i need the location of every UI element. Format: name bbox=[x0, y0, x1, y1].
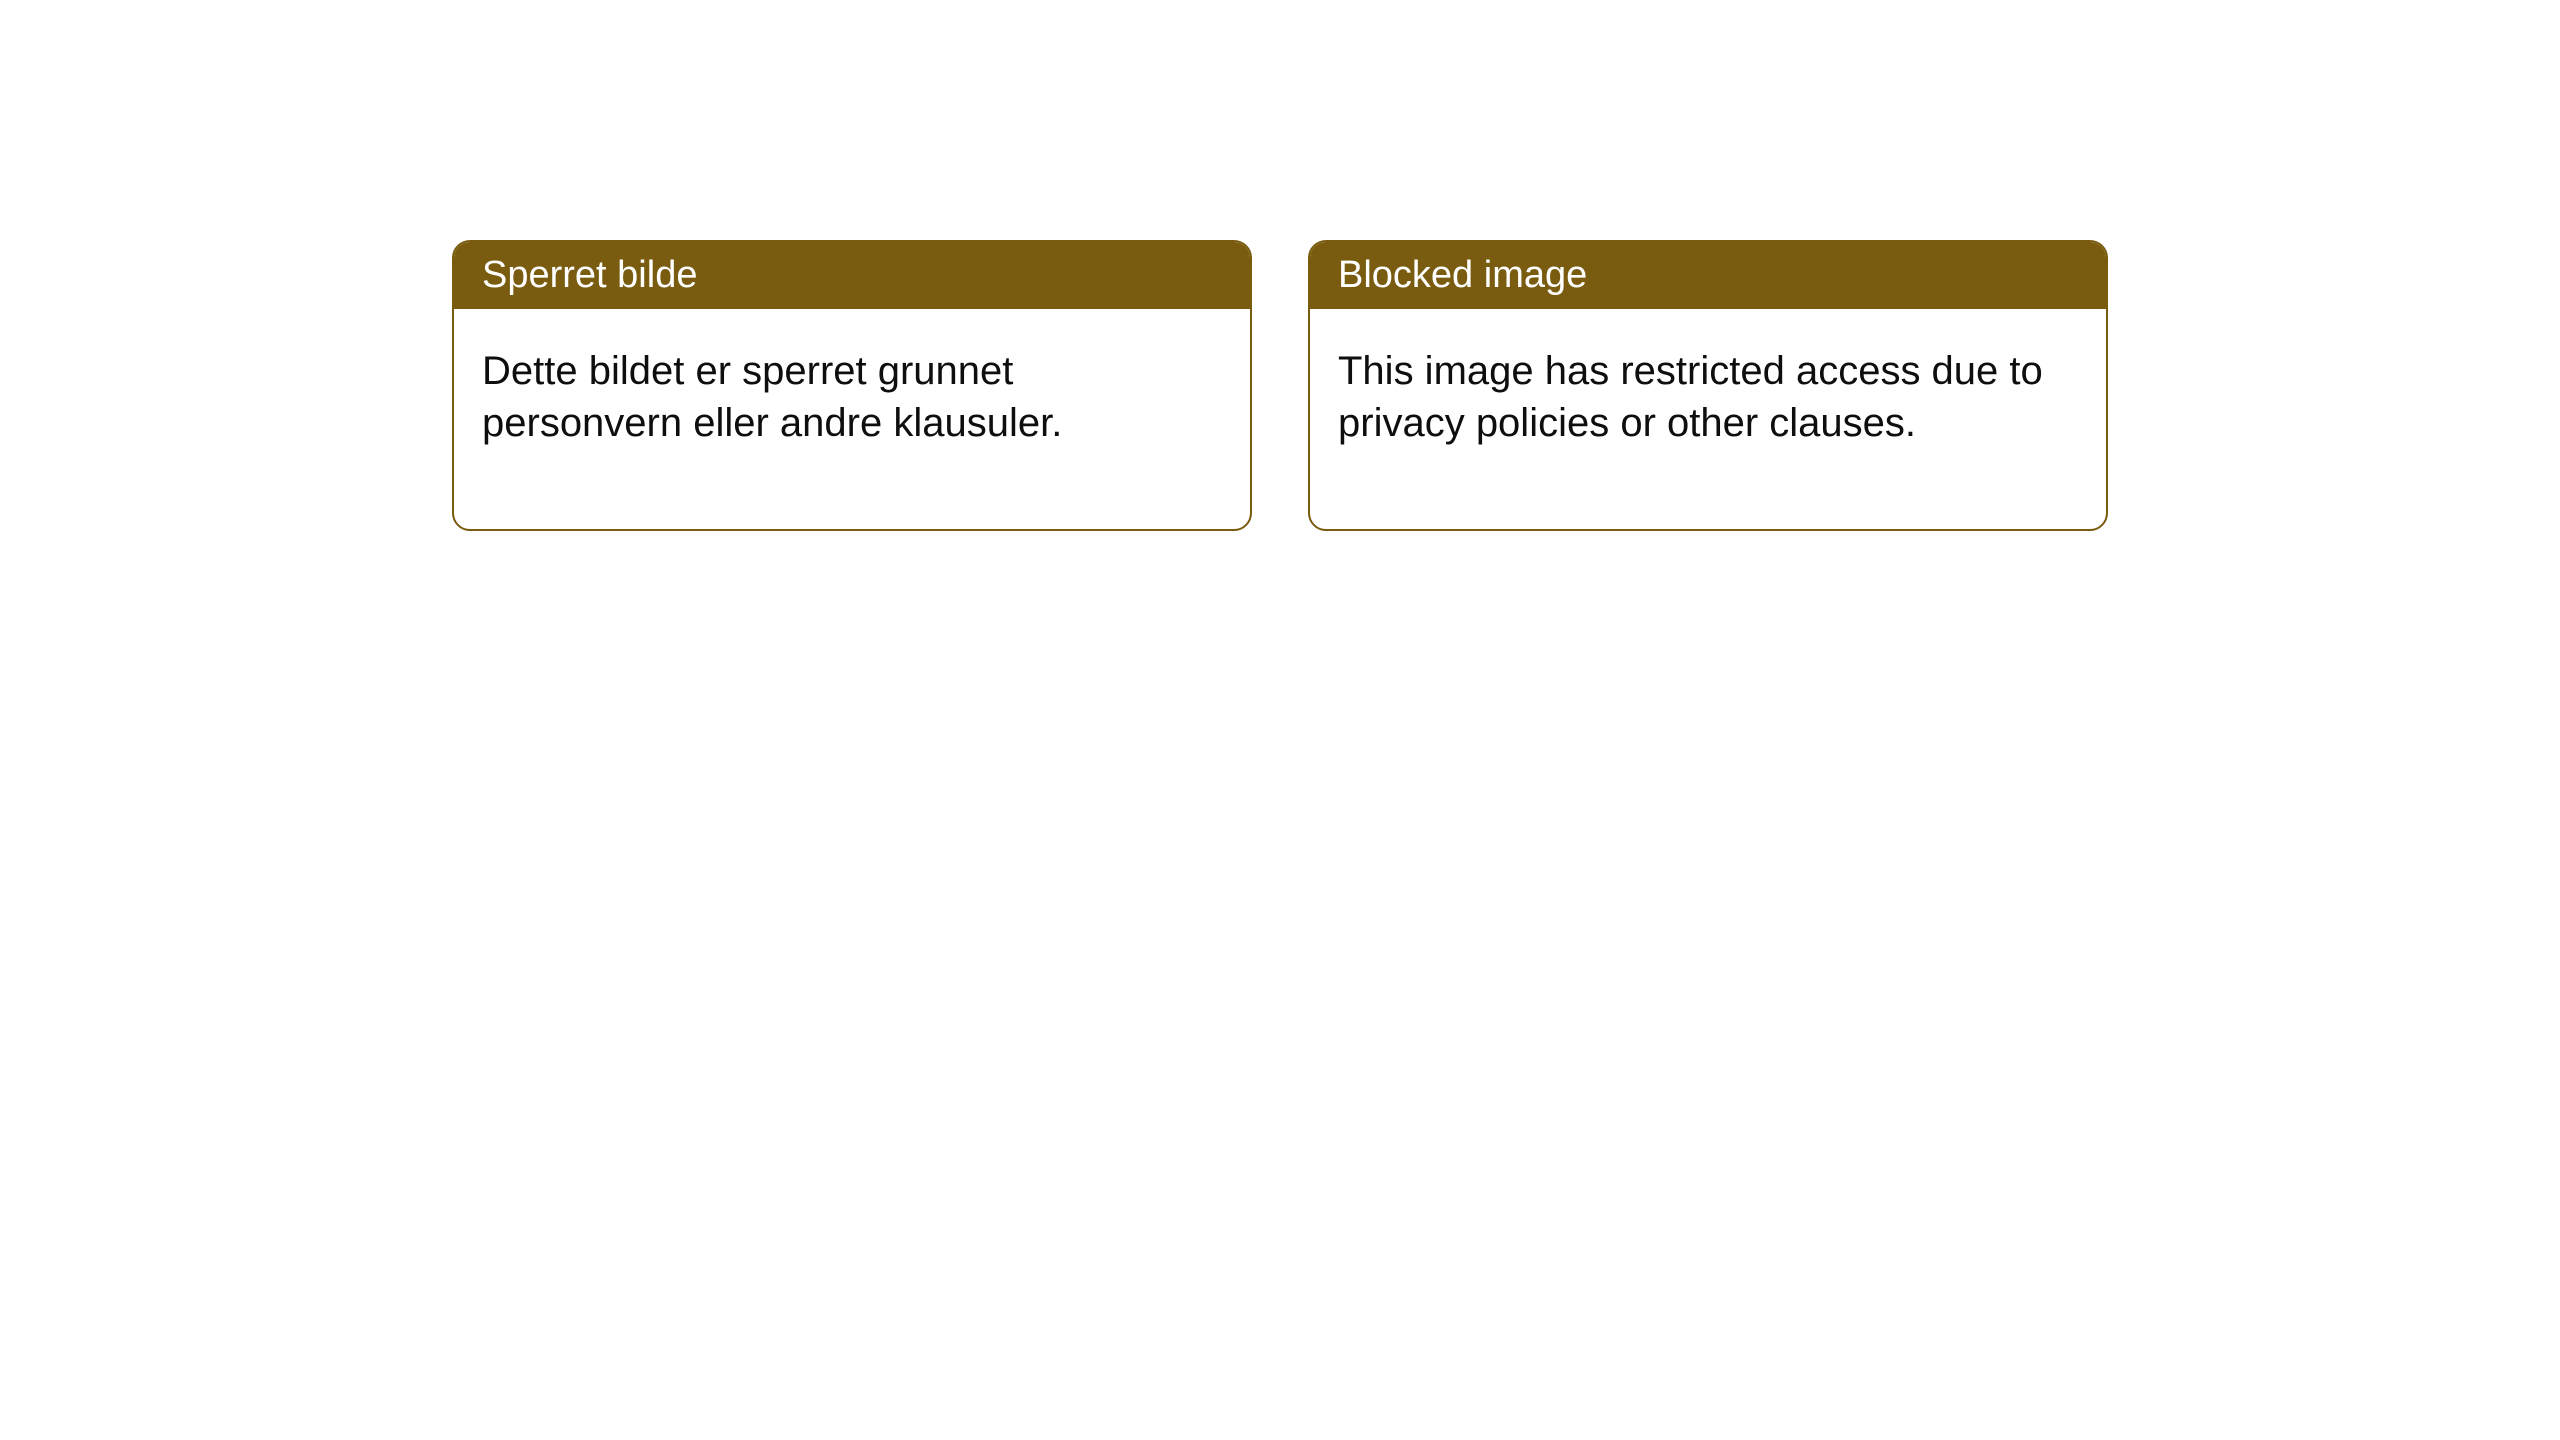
card-header: Blocked image bbox=[1310, 242, 2106, 309]
card-message: This image has restricted access due to … bbox=[1338, 349, 2043, 445]
card-header: Sperret bilde bbox=[454, 242, 1250, 309]
card-message: Dette bildet er sperret grunnet personve… bbox=[482, 349, 1062, 445]
card-title: Blocked image bbox=[1338, 254, 1587, 296]
notice-container: Sperret bilde Dette bildet er sperret gr… bbox=[452, 240, 2108, 531]
card-title: Sperret bilde bbox=[482, 254, 697, 296]
notice-card-english: Blocked image This image has restricted … bbox=[1308, 240, 2108, 531]
notice-card-norwegian: Sperret bilde Dette bildet er sperret gr… bbox=[452, 240, 1252, 531]
card-body: This image has restricted access due to … bbox=[1310, 309, 2106, 529]
card-body: Dette bildet er sperret grunnet personve… bbox=[454, 309, 1250, 529]
